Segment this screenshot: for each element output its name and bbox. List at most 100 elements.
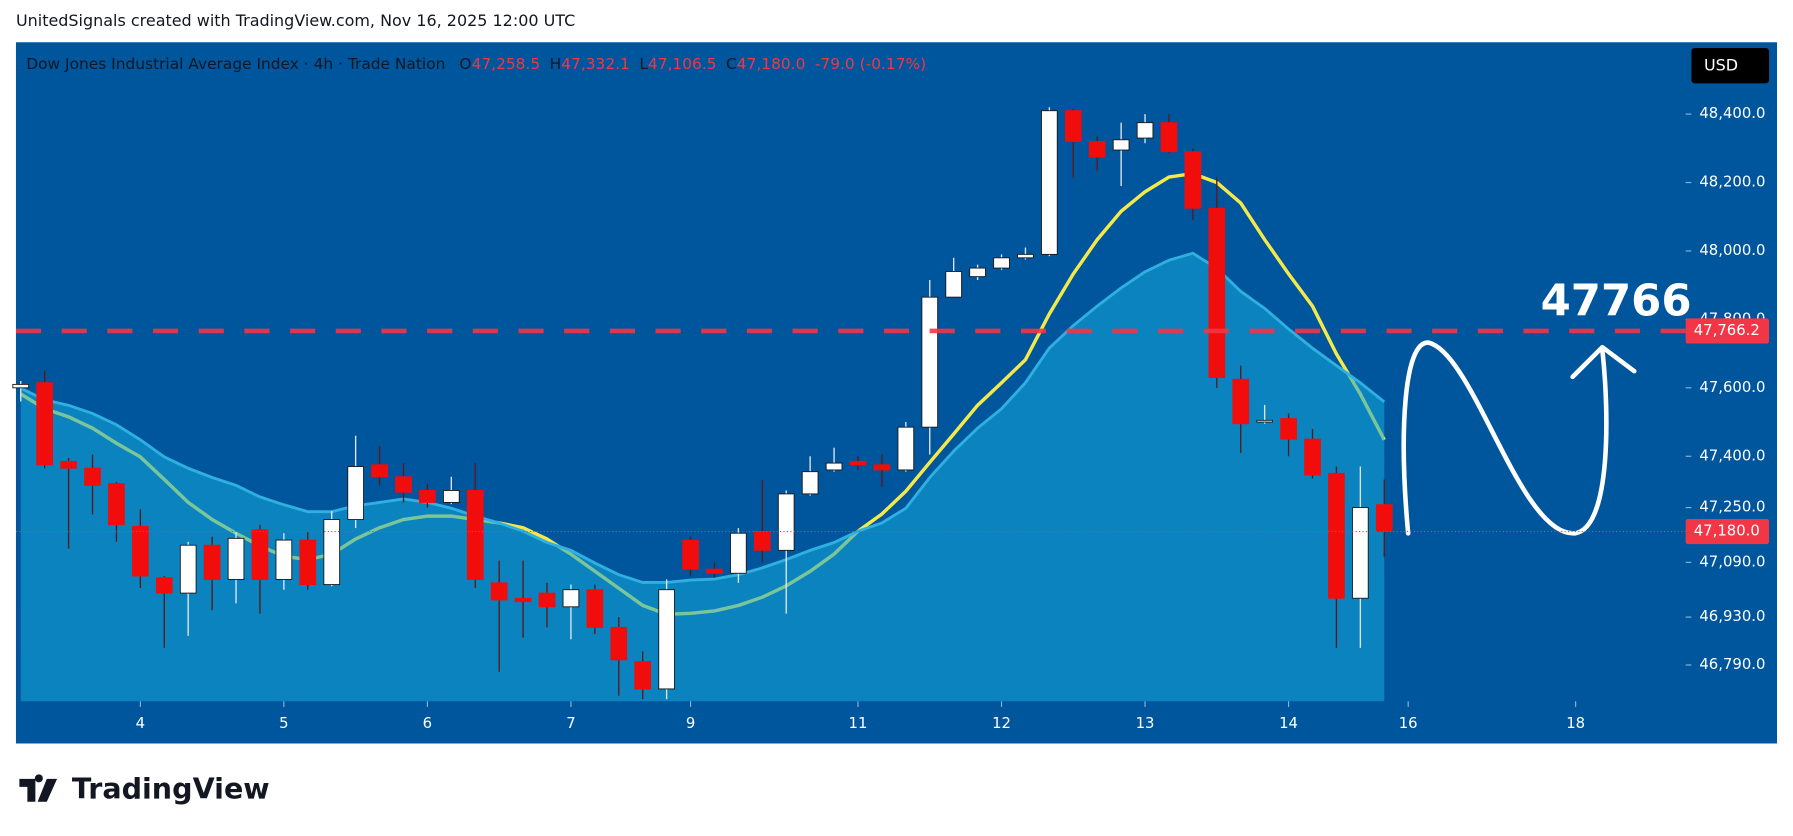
- candle-body: [1160, 122, 1178, 153]
- candle-body: [1112, 139, 1130, 151]
- l-value: 47,106.5: [648, 54, 717, 72]
- candle-body: [777, 493, 795, 551]
- candle-body: [634, 661, 652, 690]
- logo: TradingView: [19, 771, 270, 805]
- symbol: Dow Jones Industrial Average Index · 4h …: [26, 54, 445, 72]
- candle-body: [395, 476, 412, 493]
- candle-body: [1064, 110, 1082, 142]
- candle-body: [36, 382, 54, 466]
- c-label: C: [726, 54, 737, 72]
- y-tick-label: 48,400.0: [1699, 105, 1765, 122]
- price-label-box: [1685, 318, 1770, 344]
- candle-body: [873, 464, 891, 471]
- candle-body: [490, 582, 508, 601]
- y-tick-label: 46,790.0: [1699, 656, 1765, 673]
- candle-body: [514, 597, 532, 603]
- candle-body: [706, 568, 723, 574]
- x-tick-label: 5: [279, 715, 288, 732]
- l-label: L: [639, 54, 648, 72]
- candle-body: [12, 383, 30, 389]
- plot-area: 46,790.0 46,930.0 47,090.0 47,250.0 47,400.0…: [12, 105, 1765, 732]
- o-value: 47,258.5: [472, 54, 541, 72]
- annotation: 47766: [1541, 276, 1692, 326]
- header: Dow Jones Industrial Average Index · 4h …: [26, 54, 926, 72]
- logo-mark: [19, 774, 58, 802]
- candle-body: [562, 589, 580, 608]
- candle-body: [825, 462, 843, 471]
- c-value: 47,180.0: [737, 54, 806, 72]
- x-tick-label: 14: [1279, 715, 1298, 732]
- y-tick-label: 47,600.0: [1699, 379, 1765, 396]
- candle-body: [897, 426, 915, 471]
- candle-body: [538, 592, 556, 608]
- candle-body: [610, 626, 628, 661]
- price-label: 47,766.2: [1694, 322, 1760, 339]
- candle-body: [275, 539, 293, 580]
- area-line: [20, 251, 1386, 584]
- x-tick-label: 13: [1136, 715, 1155, 732]
- candle-body: [945, 271, 963, 298]
- y-tick-label: 48,000.0: [1699, 242, 1765, 259]
- candle-body: [921, 296, 939, 428]
- candle-body: [730, 532, 747, 574]
- x-tick-label: 12: [992, 715, 1011, 732]
- candle-body: [155, 577, 173, 594]
- candle-body: [371, 464, 388, 478]
- y-tick-label: 46,930.0: [1699, 608, 1765, 625]
- candle-body: [347, 466, 364, 521]
- x-tick-label: 11: [849, 715, 868, 732]
- logo-text: TradingView: [72, 771, 270, 805]
- candle-body: [1256, 419, 1274, 423]
- candle-body: [251, 529, 269, 580]
- h-label: H: [550, 54, 562, 72]
- candle-body: [969, 267, 986, 278]
- x-tick-label: 16: [1399, 715, 1418, 732]
- price-label-box: [1685, 518, 1770, 545]
- candle-body: [419, 490, 436, 503]
- candle-body: [131, 525, 149, 577]
- candle-body: [849, 460, 867, 466]
- drawn-arrowhead: [1570, 344, 1637, 380]
- candle-body: [466, 490, 484, 580]
- candle-body: [801, 471, 819, 495]
- candle-body: [1088, 141, 1106, 158]
- candle-body: [1136, 122, 1154, 139]
- candle-body: [1041, 110, 1058, 255]
- candle-body: [658, 589, 675, 690]
- y-tick-label: 47,250.0: [1699, 499, 1765, 516]
- candle-body: [993, 257, 1010, 269]
- h-value: 47,332.1: [561, 54, 630, 72]
- candle-body: [1351, 507, 1369, 599]
- candle-body: [84, 467, 101, 486]
- x-tick-label: 6: [423, 715, 432, 732]
- candle-body: [1375, 504, 1393, 532]
- candle-body: [442, 490, 460, 503]
- candle-body: [682, 539, 699, 570]
- y-tick-label: 47,400.0: [1699, 447, 1765, 464]
- candle-body: [1208, 207, 1226, 379]
- change: -79.0 (-0.17%): [815, 54, 926, 72]
- drawn-path: [1401, 340, 1609, 536]
- candle-body: [299, 539, 317, 586]
- x-tick-label: 9: [686, 715, 695, 732]
- price-label: 47,180.0: [1694, 523, 1760, 540]
- candle-body: [60, 460, 77, 469]
- currency[interactable]: USD: [1704, 56, 1738, 75]
- currency-box[interactable]: [1691, 47, 1770, 84]
- candle-body: [1304, 438, 1321, 476]
- candle-body: [227, 537, 245, 580]
- attribution: UnitedSignals created with TradingView.c…: [16, 11, 575, 30]
- y-tick-label: 47,090.0: [1699, 553, 1765, 570]
- candle-body: [753, 531, 771, 551]
- x-tick-label: 7: [566, 715, 575, 732]
- candle-body: [1280, 418, 1297, 440]
- candle-body: [1328, 472, 1345, 599]
- candle-body: [1184, 151, 1202, 209]
- candle-body: [323, 519, 341, 586]
- candle-body: [179, 544, 197, 594]
- candle-body: [586, 589, 604, 628]
- y-tick-label: 48,200.0: [1699, 174, 1765, 191]
- candle-body: [108, 483, 125, 526]
